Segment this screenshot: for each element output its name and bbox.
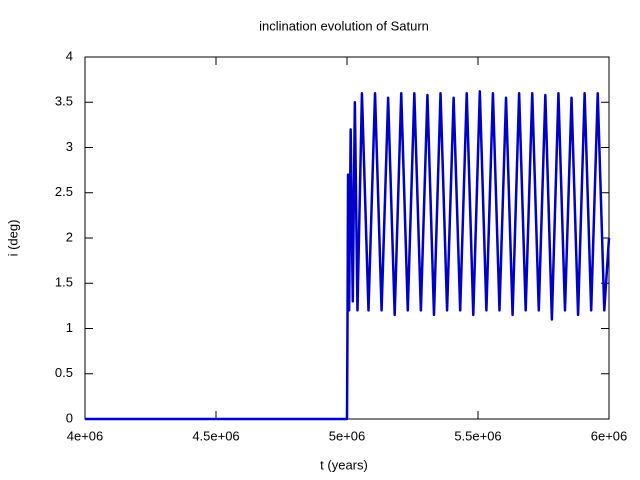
y-tick-label: 1.5: [55, 275, 73, 290]
y-tick-label: 0: [66, 410, 73, 425]
data-line: [85, 90, 611, 421]
y-tick-label: 4: [66, 48, 73, 63]
y-tick-label: 2: [66, 229, 73, 244]
chart-title: inclination evolution of Saturn: [259, 18, 429, 33]
x-tick-label: 5e+06: [329, 428, 366, 443]
x-tick-label: 6e+06: [591, 428, 628, 443]
x-axis-label: t (years): [320, 457, 368, 472]
x-tick-label: 5.5e+06: [454, 428, 501, 443]
y-axis-label: i (deg): [5, 220, 20, 257]
y-tick-label: 2.5: [55, 184, 73, 199]
x-tick-label: 4e+06: [67, 428, 104, 443]
y-tick-label: 3.5: [55, 94, 73, 109]
y-tick-label: 1: [66, 320, 73, 335]
y-tick-label: 0.5: [55, 365, 73, 380]
x-tick-label: 4.5e+06: [192, 428, 239, 443]
y-tick-label: 3: [66, 139, 73, 154]
